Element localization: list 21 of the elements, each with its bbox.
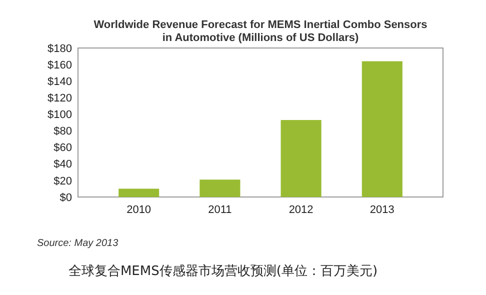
x-tick-label: 2012 [288, 204, 314, 216]
chart-title: Worldwide Revenue Forecast for MEMS Inertial Combo Sensors in Automotive (Millions of US Dollars) [94, 19, 428, 44]
y-tick-label: $20 [54, 175, 72, 188]
bar [118, 188, 160, 197]
x-tick-label: 2010 [126, 204, 152, 216]
y-tick-label: $140 [48, 76, 72, 88]
y-tick-label: $120 [48, 92, 72, 105]
y-tick-label: $0 [60, 192, 72, 204]
bar [280, 120, 322, 197]
x-tick-label: 2011 [208, 204, 232, 216]
bar [200, 180, 240, 197]
y-tick-label: $60 [54, 142, 72, 154]
y-tick-label: $180 [48, 42, 72, 55]
y-tick-label: $160 [48, 59, 72, 72]
y-tick-label: $80 [54, 126, 72, 138]
y-tick-label: $100 [48, 109, 72, 122]
bar [362, 61, 402, 197]
text: 全球复合MEMS传感器市场营收预测(单位：百万美元) [68, 263, 378, 279]
y-tick-label: $40 [54, 158, 72, 171]
source-note: Source: May 2013 [37, 238, 119, 249]
x-tick-label: 2013 [370, 204, 394, 216]
